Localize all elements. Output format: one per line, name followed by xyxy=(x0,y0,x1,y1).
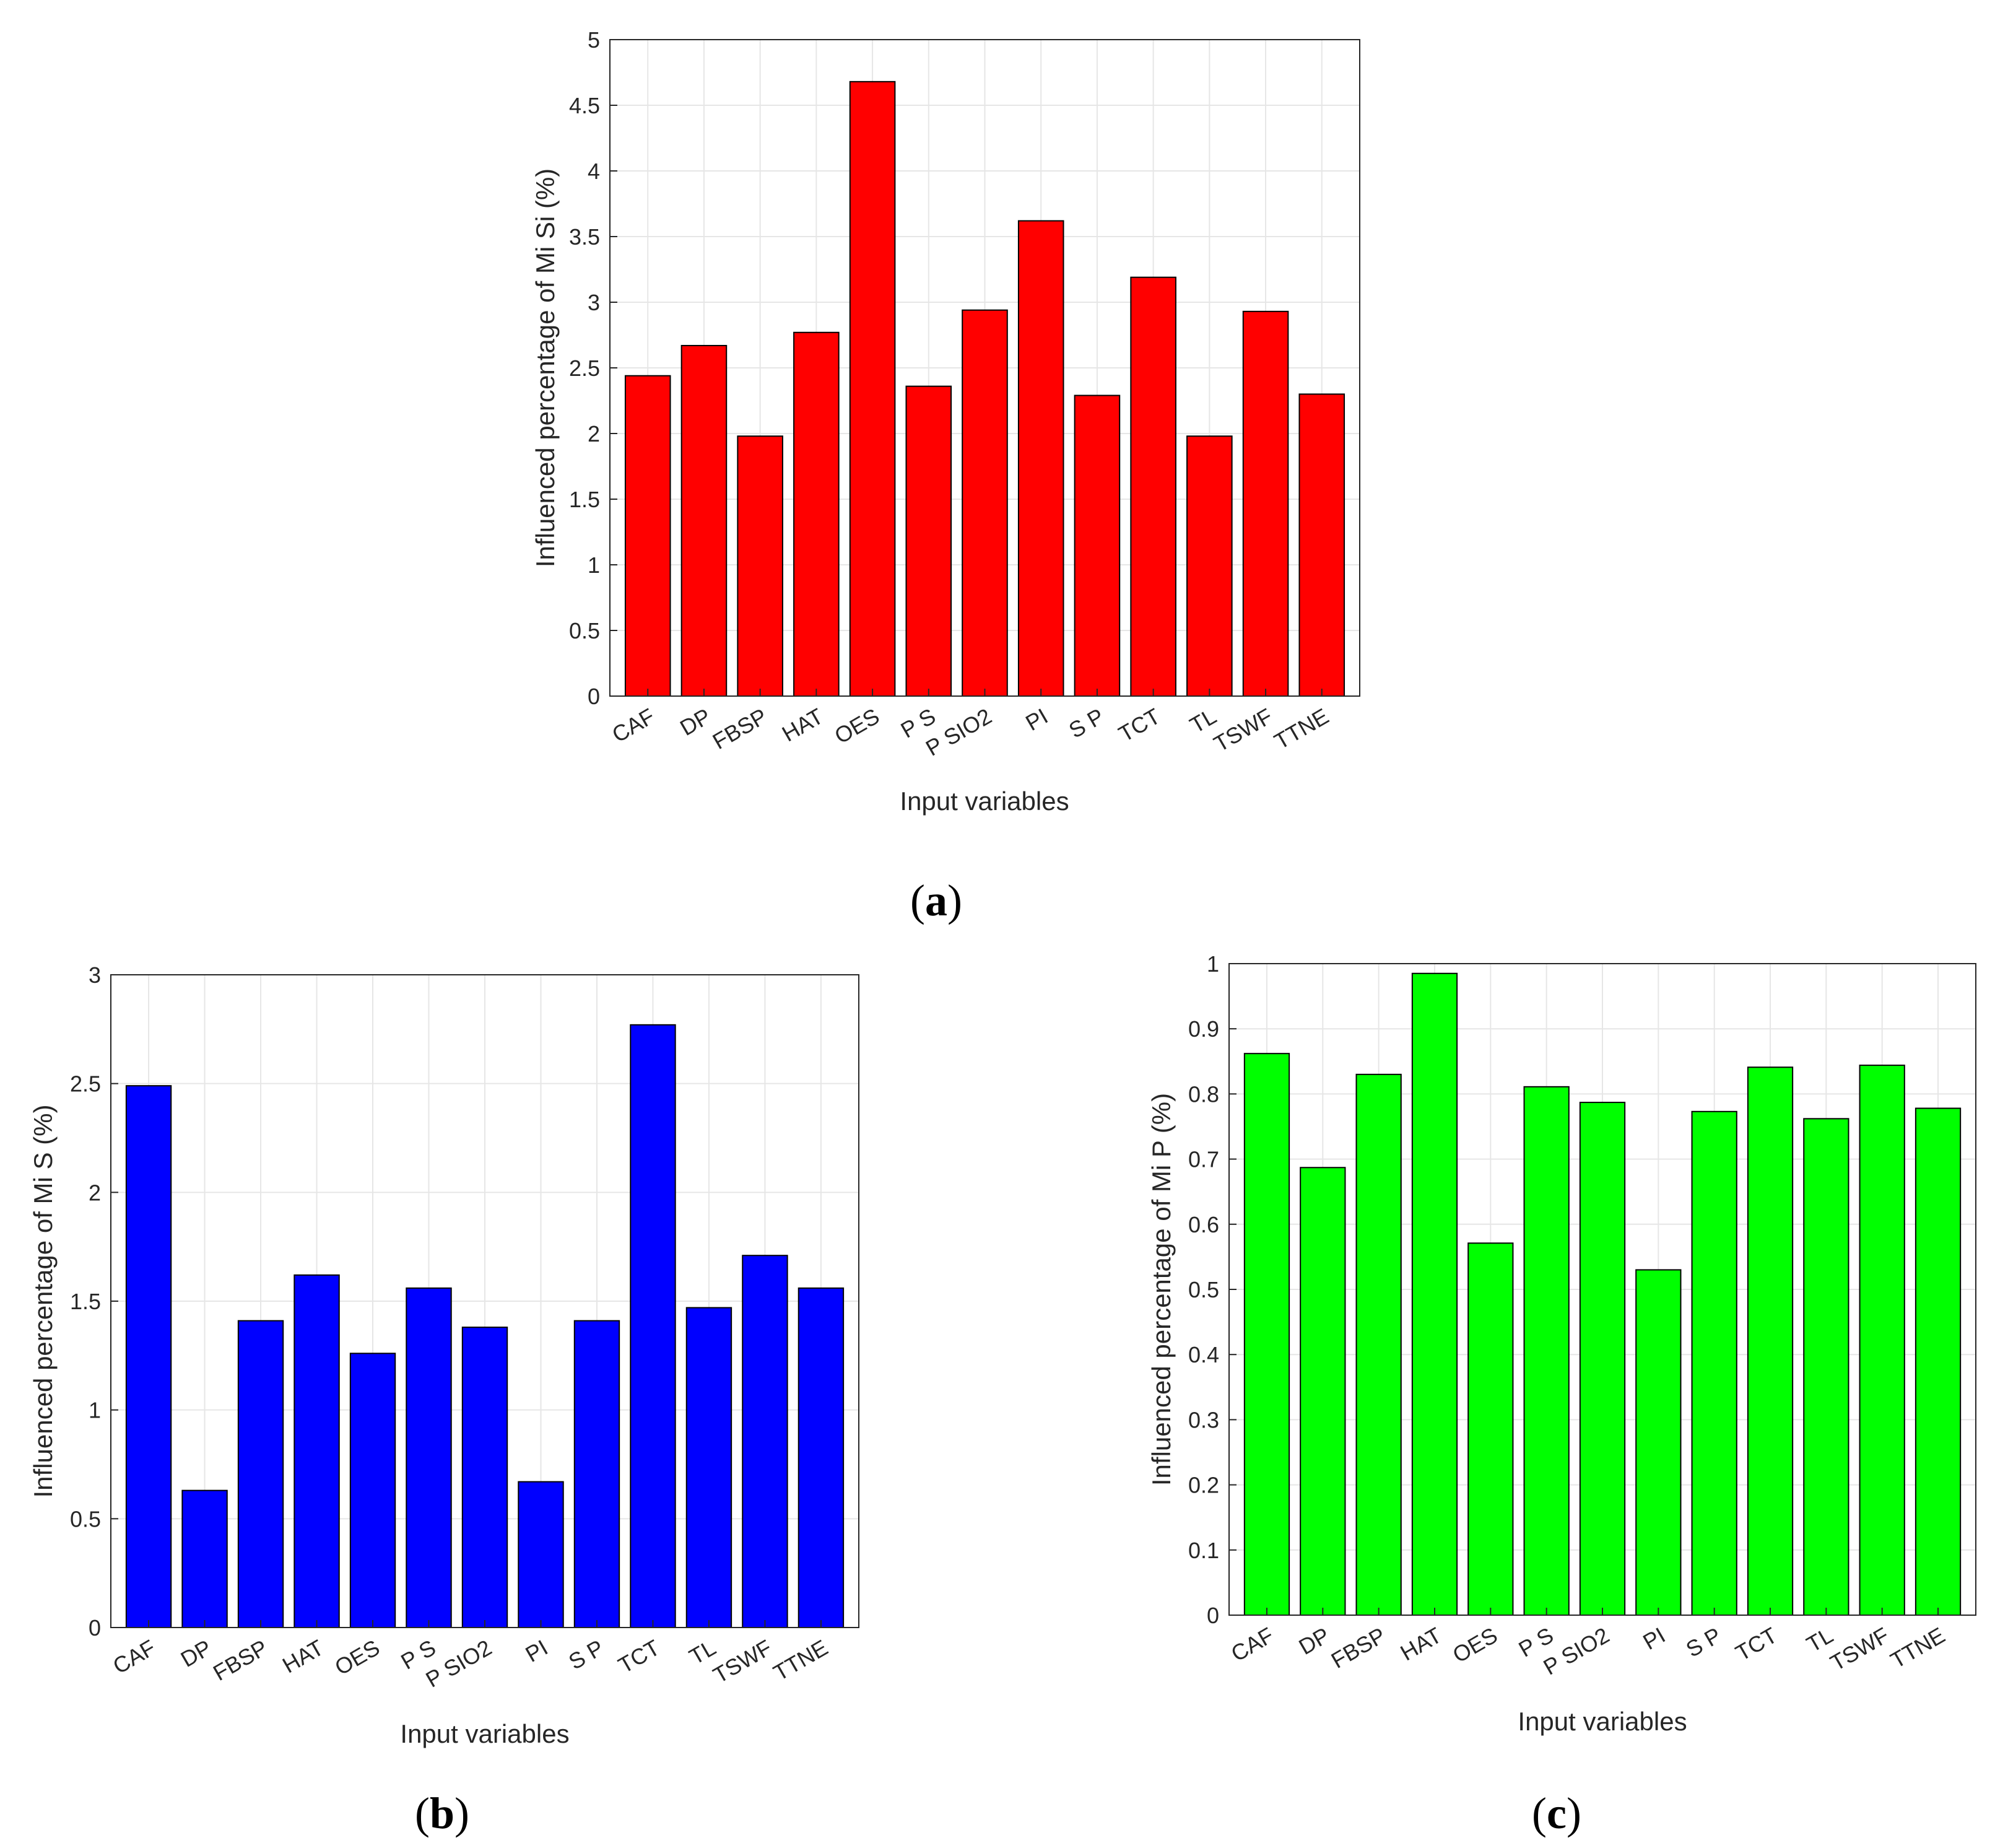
panel-caption-letter-a: a xyxy=(925,876,947,925)
x-axis-label-b: Input variables xyxy=(400,1719,569,1748)
bar-b-ttne xyxy=(798,1287,845,1628)
y-axis-label-b: Influenced percentage of Mi S (%) xyxy=(28,1104,58,1497)
y-tick-label-b: 1 xyxy=(89,1398,101,1423)
y-tick-label-c: 0.6 xyxy=(1188,1212,1219,1237)
y-tick-label-c: 0.4 xyxy=(1188,1342,1219,1367)
bar-c-caf xyxy=(1243,1053,1290,1616)
bar-a-s-p xyxy=(1074,394,1121,697)
bar-c-tct xyxy=(1747,1066,1794,1616)
bar-a-pi xyxy=(1017,220,1064,697)
y-tick-label-c: 0.2 xyxy=(1188,1473,1219,1498)
y-tick-label-a: 1.5 xyxy=(569,487,600,512)
y-tick-label-c: 0.9 xyxy=(1188,1016,1219,1042)
bars-b xyxy=(125,1024,845,1629)
panel-caption-b: (b) xyxy=(415,1789,469,1838)
y-tick-label-a: 2.5 xyxy=(569,355,600,381)
bar-c-p-sio2 xyxy=(1579,1102,1626,1616)
bar-b-s-p xyxy=(573,1320,620,1629)
bar-a-p-sio2 xyxy=(962,309,1008,697)
bar-a-dp xyxy=(680,344,728,697)
y-tick-label-c: 0.8 xyxy=(1188,1081,1219,1107)
bar-b-tct xyxy=(630,1024,676,1628)
bar-a-oes xyxy=(849,81,896,697)
bar-a-hat xyxy=(793,331,840,697)
bars-c xyxy=(1243,972,1962,1616)
y-tick-label-b: 2.5 xyxy=(70,1071,101,1097)
y-axis-label-c: Influenced percentage of Mi P (%) xyxy=(1147,1093,1176,1486)
bar-b-dp xyxy=(181,1489,228,1628)
y-tick-label-a: 0 xyxy=(588,684,600,709)
y-tick-label-a: 4 xyxy=(588,159,600,184)
bar-b-tl xyxy=(685,1307,732,1629)
panel-caption-letter-b: b xyxy=(430,1789,454,1838)
bar-c-dp xyxy=(1300,1167,1346,1616)
bar-c-pi xyxy=(1635,1269,1682,1616)
y-tick-label-c: 0.5 xyxy=(1188,1277,1219,1302)
bar-b-p-sio2 xyxy=(461,1327,508,1628)
y-tick-label-a: 1 xyxy=(588,552,600,578)
y-tick-label-b: 0 xyxy=(89,1615,101,1641)
bar-c-tswf xyxy=(1859,1065,1905,1616)
bar-b-fbsp xyxy=(237,1320,284,1629)
bar-c-p-s xyxy=(1523,1086,1570,1616)
bar-a-tswf xyxy=(1242,310,1289,697)
bar-b-p-s xyxy=(406,1287,452,1628)
bar-c-ttne xyxy=(1915,1107,1962,1616)
x-axis-label-a: Input variables xyxy=(900,787,1069,816)
bars-a xyxy=(624,81,1345,697)
y-ticks-b: 0 0.5 1 1.5 2 2.5 3 xyxy=(70,962,118,1641)
bar-a-ttne xyxy=(1298,393,1345,697)
y-tick-label-c: 0.1 xyxy=(1188,1538,1219,1563)
bar-a-fbsp xyxy=(737,435,783,697)
y-tick-label-b: 0.5 xyxy=(70,1506,101,1532)
y-tick-label-a: 0.5 xyxy=(569,618,600,643)
bar-c-fbsp xyxy=(1355,1073,1402,1616)
y-ticks-a: 0 0.5 1 1.5 2 2.5 3 3.5 4 4.5 5 xyxy=(569,27,617,709)
panel-caption-c: (c) xyxy=(1532,1789,1581,1838)
y-tick-label-a: 2 xyxy=(588,421,600,447)
bar-b-tswf xyxy=(742,1255,788,1628)
bar-c-tl xyxy=(1803,1118,1849,1616)
y-tick-label-c: 0.3 xyxy=(1188,1407,1219,1432)
bar-b-oes xyxy=(349,1353,396,1629)
y-ticks-c: 0 0.1 0.2 0.3 0.4 0.5 0.6 0.7 0.8 0.9 1 xyxy=(1188,951,1237,1628)
bar-b-hat xyxy=(293,1274,340,1629)
y-tick-label-a: 4.5 xyxy=(569,93,600,118)
y-tick-label-c: 1 xyxy=(1207,951,1219,977)
y-tick-label-c: 0 xyxy=(1207,1603,1219,1628)
bar-c-s-p xyxy=(1691,1110,1737,1616)
y-tick-label-b: 3 xyxy=(89,962,101,988)
y-tick-label-a: 3.5 xyxy=(569,224,600,250)
bar-a-caf xyxy=(624,375,671,697)
bar-a-tl xyxy=(1186,435,1233,697)
y-tick-label-a: 3 xyxy=(588,290,600,315)
y-tick-label-b: 1.5 xyxy=(70,1289,101,1314)
y-axis-label-a: Influenced percentage of Mi Si (%) xyxy=(531,168,560,567)
y-tick-label-c: 0.7 xyxy=(1188,1147,1219,1172)
panel-caption-letter-c: c xyxy=(1547,1789,1567,1838)
x-axis-label-c: Input variables xyxy=(1518,1707,1687,1736)
y-tick-label-b: 2 xyxy=(89,1180,101,1205)
bar-c-oes xyxy=(1467,1242,1514,1616)
bar-b-caf xyxy=(125,1085,172,1629)
y-tick-label-a: 5 xyxy=(588,27,600,53)
bar-c-hat xyxy=(1411,972,1458,1616)
panel-caption-a: (a) xyxy=(910,876,962,925)
bar-b-pi xyxy=(518,1481,564,1629)
bar-a-p-s xyxy=(905,385,952,697)
bar-a-tct xyxy=(1130,276,1176,697)
